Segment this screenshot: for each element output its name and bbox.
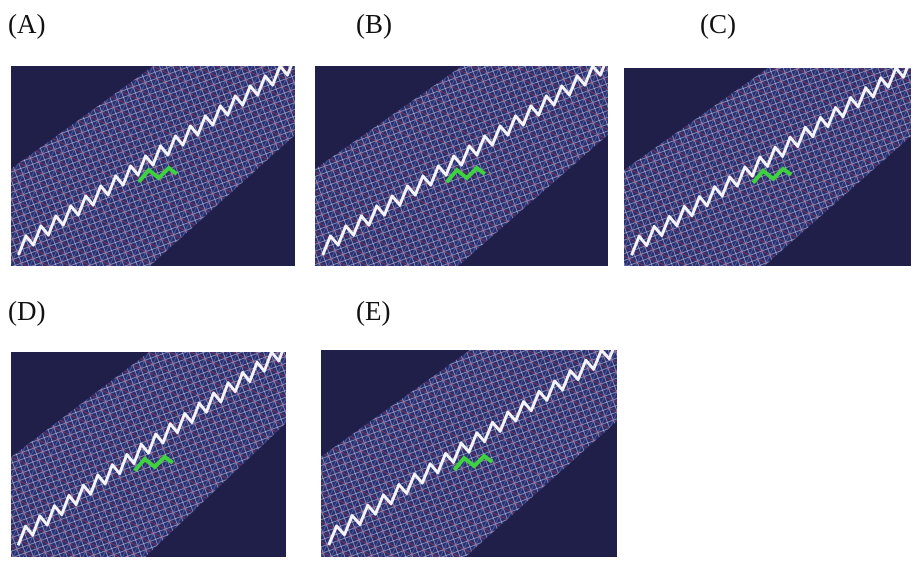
panel-label: (B)	[356, 9, 392, 39]
panel-image	[1, 332, 301, 558]
page: (A) (B) (C) (D) (E) (() => { const data …	[0, 0, 913, 557]
panel-label: (C)	[700, 9, 736, 39]
panel-label: (A)	[8, 9, 45, 39]
panel-image	[305, 46, 623, 276]
panel-image	[614, 48, 913, 276]
panel-image	[1, 46, 310, 276]
panel-label: (D)	[8, 296, 45, 326]
panel-image	[311, 329, 633, 557]
panel-label: (E)	[356, 296, 390, 326]
figure: (A) (B) (C) (D) (E)	[0, 0, 913, 557]
